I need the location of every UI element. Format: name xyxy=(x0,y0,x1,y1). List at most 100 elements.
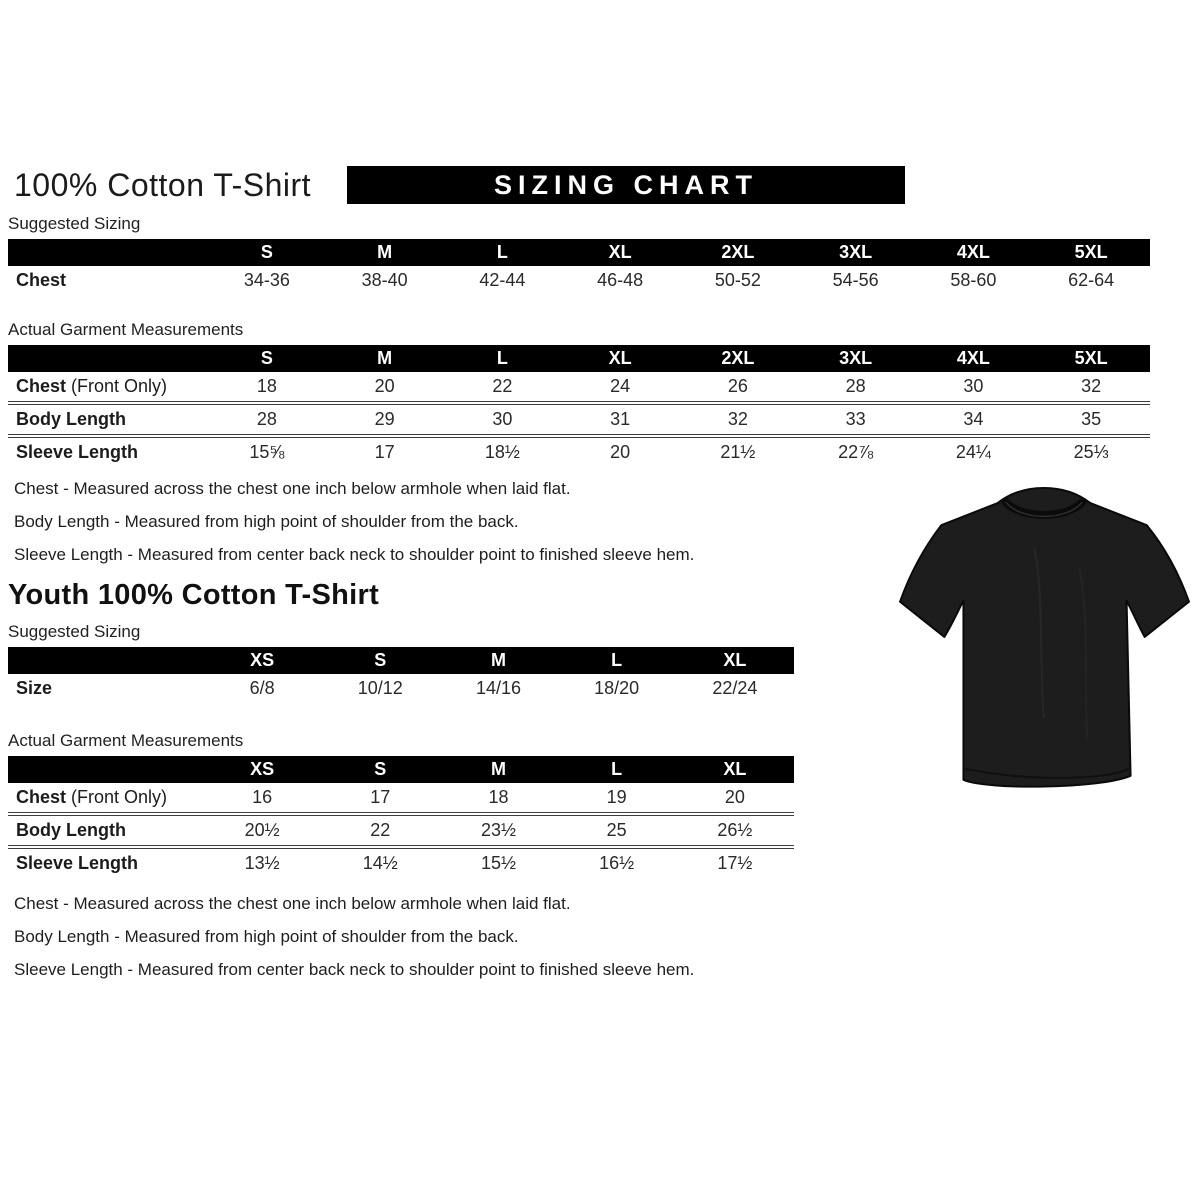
note-chest: Chest - Measured across the chest one in… xyxy=(14,894,571,913)
measurement-cell: 23½ xyxy=(439,812,558,847)
measurement-cell: 15⅝ xyxy=(208,434,326,467)
measurement-cell: 32 xyxy=(679,401,797,436)
measurement-row: Body Length 28 29 30 31 32 33 34 35 xyxy=(8,401,1150,436)
size-column-header: 4XL xyxy=(914,239,1033,266)
measurement-cell: 33 xyxy=(796,401,915,436)
size-column-header: L xyxy=(443,239,562,266)
note-chest: Chest - Measured across the chest one in… xyxy=(14,479,571,498)
measurement-cell: 54-56 xyxy=(832,270,879,290)
size-column-header: 5XL xyxy=(1032,239,1150,266)
measurement-cell: 10/12 xyxy=(357,678,403,698)
size-column-header: XL xyxy=(561,239,679,266)
measurement-cell: 21½ xyxy=(679,434,797,467)
header-label-spacer xyxy=(8,239,208,266)
row-label: Body Length xyxy=(8,812,203,847)
measurement-cell: 30 xyxy=(963,376,984,396)
size-column-header: M xyxy=(325,239,444,266)
adult-suggested-sizing-table: S M L XL 2XL 3XL 4XL 5XL Chest 34-36 38-40 42-44 46-… xyxy=(8,239,1150,295)
row-label: Chest (Front Only) xyxy=(16,787,168,807)
size-column-header: L xyxy=(557,647,676,674)
measurement-cell: 58-60 xyxy=(950,270,997,290)
size-header-row: S M L XL 2XL 3XL 4XL 5XL xyxy=(8,345,1150,372)
measurement-cell: 17 xyxy=(325,434,444,467)
measurement-cell: 16 xyxy=(252,787,273,807)
size-column-header: S xyxy=(321,647,440,674)
size-column-header: 5XL xyxy=(1032,345,1150,372)
measurement-cell: 17 xyxy=(370,787,391,807)
size-header-row: XS S M L XL xyxy=(8,756,794,783)
measurement-cell: 42-44 xyxy=(479,270,526,290)
measurement-row: Chest (Front Only) 16 17 18 19 20 xyxy=(8,783,794,814)
measurement-cell: 30 xyxy=(443,401,562,436)
youth-suggested-sizing-label: Suggested Sizing xyxy=(8,622,141,641)
size-column-header: M xyxy=(325,345,444,372)
measurement-cell: 20 xyxy=(374,376,395,396)
measurement-cell: 26 xyxy=(727,376,748,396)
measurement-cell: 22/24 xyxy=(712,678,758,698)
measurement-cell: 14/16 xyxy=(475,678,521,698)
measurement-cell: 18 xyxy=(256,376,277,396)
page-header: 100% Cotton T-Shirt SIZING CHART xyxy=(8,166,1158,206)
measurement-cell: 26½ xyxy=(675,812,794,847)
measurement-cell: 22 xyxy=(492,376,513,396)
size-header-row: XS S M L XL xyxy=(8,647,794,674)
youth-actual-measurements-table: XS S M L XL Chest (Front Only) 16 17 18 19 20 Body … xyxy=(8,756,794,878)
page-title: 100% Cotton T-Shirt xyxy=(14,167,312,203)
adult-actual-measurements-table: S M L XL 2XL 3XL 4XL 5XL Chest (Front Only) 18 20 2… xyxy=(8,345,1150,467)
measurement-cell: 19 xyxy=(606,787,627,807)
measurement-cell: 28 xyxy=(845,376,866,396)
row-label: Chest (Front Only) xyxy=(16,376,168,396)
row-label: Body Length xyxy=(8,401,208,436)
youth-actual-measurements-label: Actual Garment Measurements xyxy=(8,731,244,750)
size-column-header: 2XL xyxy=(679,345,797,372)
youth-measurement-notes: Chest - Measured across the chest one in… xyxy=(8,894,1200,980)
tshirt-image xyxy=(893,476,1195,818)
measurement-cell: 29 xyxy=(325,401,444,436)
header-label-spacer xyxy=(8,345,208,372)
measurement-cell: 35 xyxy=(1032,401,1150,436)
measurement-cell: 25⅓ xyxy=(1032,434,1150,467)
measurement-cell: 24 xyxy=(610,376,631,396)
note-body-length: Body Length - Measured from high point o… xyxy=(14,512,519,531)
note-sleeve-length: Sleeve Length - Measured from center bac… xyxy=(14,545,695,564)
size-column-header: XS xyxy=(203,647,322,674)
measurement-row: Sleeve Length 13½ 14½ 15½ 16½ 17½ xyxy=(8,845,794,878)
size-column-header: L xyxy=(443,345,562,372)
youth-suggested-sizing-table: XS S M L XL Size 6/8 10/12 14/16 18/20 22/24 xyxy=(8,647,794,703)
size-header-row: S M L XL 2XL 3XL 4XL 5XL xyxy=(8,239,1150,266)
size-column-header: M xyxy=(439,647,558,674)
size-column-header: L xyxy=(557,756,676,783)
size-column-header: 3XL xyxy=(796,345,915,372)
measurement-cell: 50-52 xyxy=(714,270,761,290)
size-column-header: 3XL xyxy=(796,239,915,266)
youth-section-title: Youth 100% Cotton T-Shirt xyxy=(8,579,380,611)
sizing-chart-banner: SIZING CHART xyxy=(347,166,905,204)
row-label: Chest xyxy=(16,270,67,290)
measurement-cell: 34-36 xyxy=(243,270,290,290)
measurement-cell: 17½ xyxy=(675,845,794,878)
measurement-cell: 28 xyxy=(208,401,326,436)
adult-measurement-notes: Chest - Measured across the chest one in… xyxy=(8,479,1200,565)
tshirt-graphic xyxy=(899,486,1190,788)
size-column-header: XS xyxy=(203,756,322,783)
measurement-cell: 18/20 xyxy=(594,678,640,698)
measurement-cell: 22 xyxy=(321,812,440,847)
measurement-cell: 13½ xyxy=(203,845,322,878)
measurement-row: Chest 34-36 38-40 42-44 46-48 50-52 54-56 58-60… xyxy=(8,266,1150,295)
measurement-cell: 25 xyxy=(557,812,676,847)
measurement-cell: 62-64 xyxy=(1068,270,1115,290)
measurement-cell: 20½ xyxy=(203,812,322,847)
size-column-header: XL xyxy=(561,345,679,372)
size-column-header: S xyxy=(208,345,326,372)
adult-suggested-sizing-label: Suggested Sizing xyxy=(8,214,141,233)
measurement-cell: 24¼ xyxy=(914,434,1033,467)
measurement-row: Chest (Front Only) 18 20 22 24 26 28 30 32 xyxy=(8,372,1150,403)
measurement-cell: 18½ xyxy=(443,434,562,467)
size-column-header: S xyxy=(208,239,326,266)
measurement-cell: 16½ xyxy=(557,845,676,878)
measurement-cell: 32 xyxy=(1081,376,1102,396)
measurement-cell: 15½ xyxy=(439,845,558,878)
size-column-header: 2XL xyxy=(679,239,797,266)
adult-actual-measurements-label: Actual Garment Measurements xyxy=(8,320,244,339)
